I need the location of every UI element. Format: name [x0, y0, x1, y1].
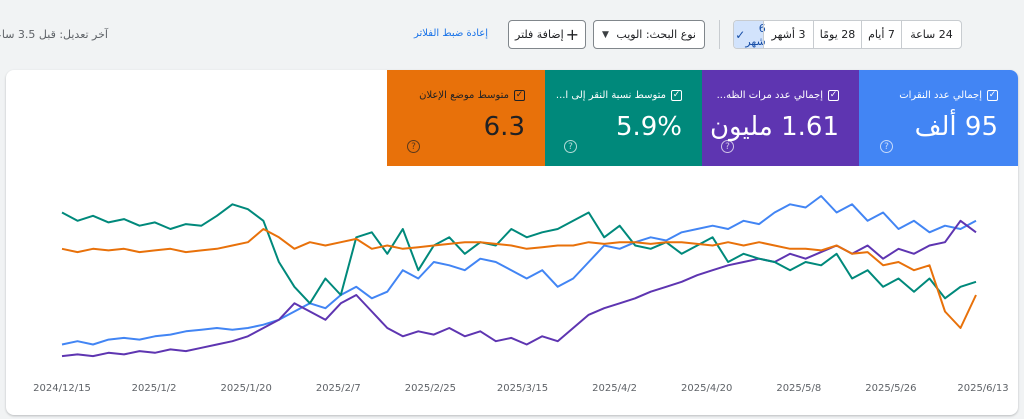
metric-value: 6.3 — [483, 112, 525, 142]
date-range-label: 24 ساعة — [910, 28, 953, 41]
x-tick-label: 2025/6/13 — [957, 383, 1008, 394]
help-icon[interactable]: ? — [721, 140, 734, 153]
date-range-label: 3 أشهر — [771, 28, 806, 41]
last-modified-text: آخر تعديل: قبل 3.5 ساعات — [0, 28, 108, 41]
add-filter-button[interactable]: + إضافة فلتر — [508, 20, 586, 49]
series-line-1 — [61, 219, 977, 358]
performance-line-chart: 2024/12/15 2025/1/2 2025/1/20 2025/2/7 2025/… — [33, 195, 1009, 394]
add-filter-label: إضافة فلتر — [515, 28, 564, 41]
date-range-28-days[interactable]: 28 يومًا — [813, 21, 861, 48]
checkbox-icon[interactable]: ✓ — [987, 90, 998, 101]
date-range-7-days[interactable]: 7 أيام — [861, 21, 901, 48]
help-icon[interactable]: ? — [407, 140, 420, 153]
series-line-2 — [61, 203, 977, 305]
x-tick-label: 2025/3/15 — [497, 383, 548, 394]
date-range-3-months[interactable]: 3 أشهر — [763, 21, 813, 48]
x-tick-label: 2025/5/26 — [865, 383, 916, 394]
plus-icon: + — [565, 24, 579, 44]
metric-value: 95 ألف — [914, 112, 998, 142]
check-icon: ✓ — [735, 27, 746, 42]
x-tick-label: 2025/4/20 — [681, 383, 732, 394]
performance-card: ✓ متوسط موضع الإعلان 6.3 ? ✓ متوسط نسبة ال… — [6, 70, 1018, 415]
toolbar-divider — [719, 20, 720, 49]
date-range-6-months[interactable]: 6 شهر ✓ — [734, 21, 766, 48]
x-tick-label: 2025/2/25 — [405, 383, 456, 394]
date-range-label: 28 يومًا — [819, 28, 856, 41]
x-tick-label: 2025/5/8 — [776, 383, 821, 394]
series-line-0 — [61, 195, 977, 346]
metric-label: إجمالي عدد مرات الظه... — [716, 90, 823, 101]
metric-value: 5.9% — [615, 112, 682, 142]
date-range-label: 6 شهر — [745, 21, 766, 48]
date-range-selector: 6 شهر ✓ 3 أشهر 28 يومًا 7 أيام 24 ساعة — [733, 20, 962, 49]
search-type-dropdown[interactable]: نوع البحث: الويب ▼ — [593, 20, 705, 49]
x-tick-label: 2024/12/15 — [33, 383, 91, 394]
reset-filters-link[interactable]: إعادة ضبط الفلاتر — [414, 28, 488, 39]
dropdown-arrow-icon: ▼ — [602, 29, 609, 40]
checkbox-icon[interactable]: ✓ — [828, 90, 839, 101]
metric-card-impressions[interactable]: ✓ إجمالي عدد مرات الظه... 1.61 مليون ? — [702, 70, 859, 166]
metric-label: متوسط موضع الإعلان — [419, 90, 509, 101]
metric-label: متوسط نسبة النقر إلى ا... — [555, 90, 666, 101]
series-line-3 — [61, 228, 977, 329]
metric-label: إجمالي عدد النقرات — [899, 90, 982, 101]
x-tick-label: 2025/1/20 — [221, 383, 272, 394]
toolbar: 6 شهر ✓ 3 أشهر 28 يومًا 7 أيام 24 ساعة نو… — [0, 0, 1024, 70]
x-tick-label: 2025/1/2 — [132, 383, 177, 394]
metric-card-avg-ctr[interactable]: ✓ متوسط نسبة النقر إلى ا... 5.9% ? — [545, 70, 702, 166]
x-tick-label: 2025/2/7 — [316, 383, 361, 394]
metric-value: 1.61 مليون — [709, 112, 839, 142]
checkbox-icon[interactable]: ✓ — [514, 90, 525, 101]
checkbox-icon[interactable]: ✓ — [671, 90, 682, 101]
search-type-label: نوع البحث: الويب — [616, 28, 696, 41]
x-tick-label: 2025/4/2 — [592, 383, 637, 394]
metric-card-clicks[interactable]: ✓ إجمالي عدد النقرات 95 ألف ? — [859, 70, 1018, 166]
date-range-label: 7 أيام — [868, 28, 895, 41]
help-icon[interactable]: ? — [880, 140, 893, 153]
help-icon[interactable]: ? — [564, 140, 577, 153]
metric-card-avg-position[interactable]: ✓ متوسط موضع الإعلان 6.3 ? — [387, 70, 545, 166]
date-range-24-hours[interactable]: 24 ساعة — [901, 21, 961, 48]
